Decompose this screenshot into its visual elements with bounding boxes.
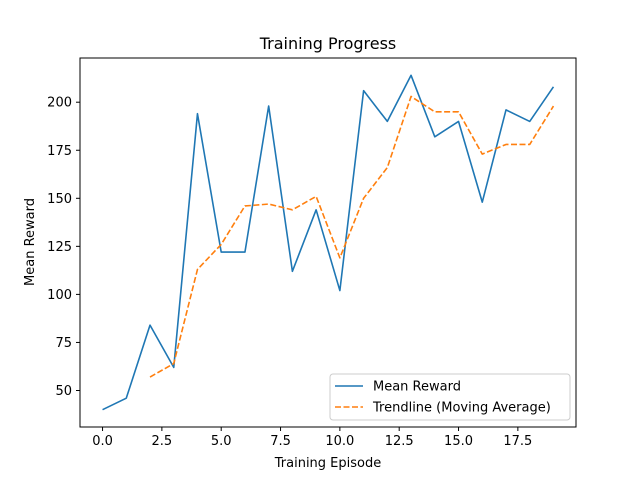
x-tick-label: 0.0 [92,434,113,449]
legend-box [329,373,571,421]
y-tick-label: 125 [47,240,72,255]
series-line-trendline [149,95,555,378]
chart-title: Training Progress [259,34,397,53]
y-tick-label: 175 [47,144,72,159]
x-tick-label: 15.0 [444,434,473,449]
series-line-mean-reward [102,74,555,411]
plot-frame [79,57,577,428]
legend: Mean Reward Trendline (Moving Average) [329,373,571,421]
x-tick-label: 10.0 [325,434,354,449]
x-tick-label: 17.5 [503,434,532,449]
y-tick-label: 75 [55,336,72,351]
legend-label: Mean Reward [373,380,461,395]
y-tick-label: 50 [55,384,72,399]
x-tick-label: 2.5 [152,434,173,449]
y-axis-label: Mean Reward [23,198,38,286]
legend-label: Trendline (Moving Average) [372,401,551,416]
y-tick-label: 100 [47,288,72,303]
y-axis: 50 75 100 125 150 175 200 [47,96,80,399]
y-tick-label: 150 [47,192,72,207]
x-tick-label: 5.0 [211,434,232,449]
y-tick-label: 200 [47,96,72,111]
x-axis-label: Training Episode [274,456,381,471]
series-layer [102,74,555,411]
x-tick-label: 7.5 [270,434,291,449]
x-axis: 0.0 2.5 5.0 7.5 10.0 12.5 15.0 17.5 [92,427,532,449]
x-tick-label: 12.5 [385,434,414,449]
